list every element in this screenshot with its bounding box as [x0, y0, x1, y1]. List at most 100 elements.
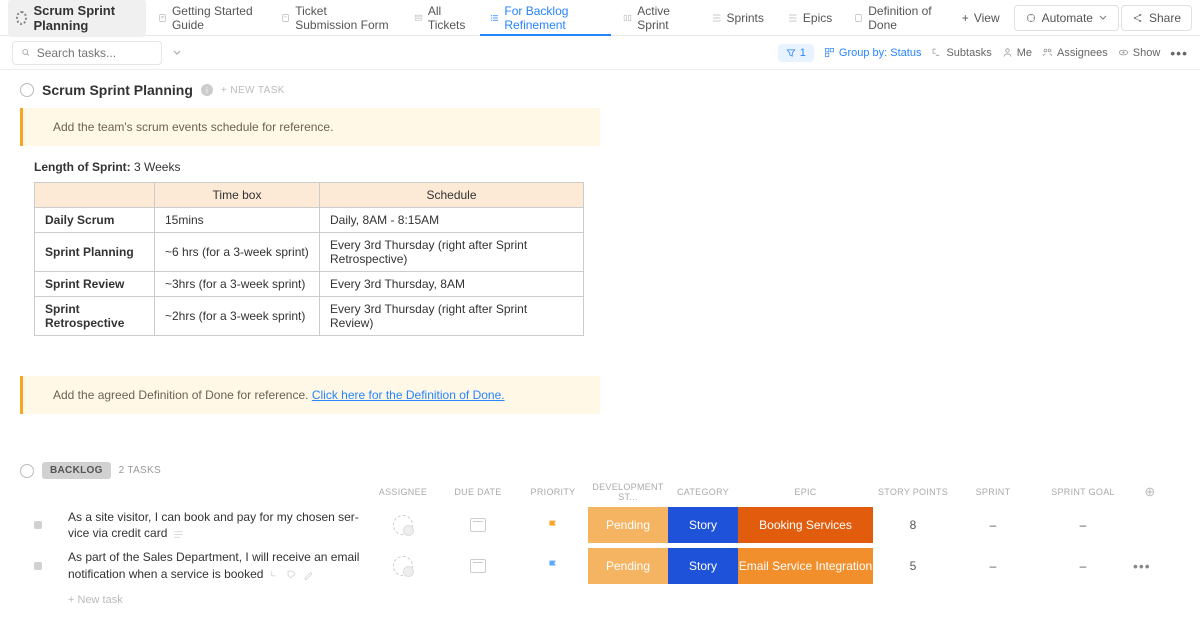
list-icon: [414, 12, 423, 24]
add-column-button[interactable]: ⊕: [1133, 484, 1167, 500]
new-task-button[interactable]: + NEW TASK: [221, 85, 285, 96]
flag-icon: [547, 519, 560, 532]
goal-cell[interactable]: –: [1033, 518, 1133, 532]
row-handle[interactable]: [34, 562, 68, 570]
status-circle-icon[interactable]: [20, 83, 34, 97]
filter-chip[interactable]: 1: [778, 44, 814, 62]
tab-backlog-refinement[interactable]: For Backlog Refinement: [480, 0, 611, 36]
col-priority: PRIORITY: [518, 487, 588, 497]
tab-ticket-form[interactable]: Ticket Submission Form: [271, 0, 402, 36]
tab-all-tickets[interactable]: All Tickets: [404, 0, 479, 36]
cell: Daily, 8AM - 8:15AM: [320, 208, 584, 233]
col-sprint: SPRINT: [953, 487, 1033, 497]
col-devstatus: DEVELOPMENT ST...: [588, 482, 668, 502]
assignees-button[interactable]: Assignees: [1042, 47, 1108, 59]
status-tag[interactable]: Pending: [588, 548, 668, 584]
dod-link[interactable]: Click here for the Definition of Done.: [312, 388, 505, 402]
tab-epics[interactable]: Epics: [776, 0, 842, 36]
task-title[interactable]: As a site visitor, I can book and pay fo…: [68, 505, 368, 545]
row-label: Sprint Review: [35, 272, 155, 297]
row-label: Sprint Planning: [35, 233, 155, 272]
task-title[interactable]: As part of the Sales Department, I will …: [68, 545, 368, 585]
chevron-down-icon[interactable]: [172, 48, 182, 58]
sprint-length-value: 3 Weeks: [134, 160, 180, 174]
page-title-row: Scrum Sprint Planning i + NEW TASK: [20, 82, 1180, 98]
row-handle[interactable]: [34, 521, 68, 529]
task-row[interactable]: As part of the Sales Department, I will …: [20, 545, 1180, 585]
note-dod-text: Add the agreed Definition of Done for re…: [53, 388, 312, 402]
share-icon: [1132, 12, 1144, 24]
col-goal: SPRINT GOAL: [1033, 487, 1133, 497]
duedate-cell[interactable]: [438, 518, 518, 532]
subtasks-icon: [931, 47, 942, 58]
assignees-label: Assignees: [1057, 47, 1108, 59]
task-inline-icons: [173, 529, 184, 540]
table-row: Daily Scrum 15mins Daily, 8AM - 8:15AM: [35, 208, 584, 233]
assignee-cell[interactable]: [368, 556, 438, 576]
priority-cell[interactable]: [518, 519, 588, 532]
page-title: Scrum Sprint Planning: [42, 82, 193, 98]
tab-dod[interactable]: Definition of Done: [844, 0, 950, 36]
task-row[interactable]: As a site visitor, I can book and pay fo…: [20, 505, 1180, 545]
points-cell[interactable]: 8: [873, 518, 953, 532]
duedate-cell[interactable]: [438, 559, 518, 573]
tab-label: Epics: [803, 11, 832, 25]
me-label: Me: [1017, 47, 1032, 59]
chevron-down-icon: [1098, 13, 1108, 23]
automate-label: Automate: [1042, 11, 1093, 25]
list-icon: [710, 12, 722, 24]
assignee-placeholder-icon: [393, 556, 413, 576]
automate-button[interactable]: Automate: [1014, 5, 1119, 31]
workspace-brand[interactable]: Scrum Sprint Planning: [8, 0, 146, 37]
sprint-cell[interactable]: –: [953, 559, 1033, 573]
subtasks-button[interactable]: Subtasks: [931, 47, 991, 59]
collapse-circle-icon[interactable]: [20, 464, 34, 478]
table-row: Sprint Planning ~6 hrs (for a 3-week spr…: [35, 233, 584, 272]
priority-cell[interactable]: [518, 559, 588, 572]
epic-tag[interactable]: Email Service Integration: [738, 548, 873, 584]
new-task-row[interactable]: + New task: [20, 586, 1180, 606]
more-icon[interactable]: •••: [1170, 45, 1188, 61]
epic-text: Email Service Integration: [739, 559, 872, 573]
col-points: STORY POINTS: [873, 487, 953, 497]
me-button[interactable]: Me: [1002, 47, 1032, 59]
share-button[interactable]: Share: [1121, 5, 1192, 31]
top-nav: Scrum Sprint Planning Getting Started Gu…: [0, 0, 1200, 36]
status-text: Pending: [606, 518, 650, 532]
status-tag[interactable]: Pending: [588, 507, 668, 543]
search-icon: [21, 47, 31, 58]
tag-icon[interactable]: [286, 569, 297, 580]
show-button[interactable]: Show: [1118, 47, 1161, 59]
list-check-icon: [490, 12, 499, 24]
tab-active-sprint[interactable]: Active Sprint: [613, 0, 697, 36]
edit-icon[interactable]: [303, 569, 314, 580]
subtasks-label: Subtasks: [946, 47, 991, 59]
group-by-button[interactable]: Group by: Status: [824, 47, 922, 59]
tab-sprints[interactable]: Sprints: [700, 0, 774, 36]
col-blank: [35, 183, 155, 208]
subtask-icon[interactable]: [269, 569, 280, 580]
board-icon: [623, 12, 632, 24]
col-duedate: DUE DATE: [438, 487, 518, 497]
search-box[interactable]: [12, 41, 162, 65]
sprint-cell[interactable]: –: [953, 518, 1033, 532]
category-tag[interactable]: Story: [668, 548, 738, 584]
calendar-icon: [470, 559, 486, 573]
category-text: Story: [689, 518, 717, 532]
col-epic: EPIC: [738, 487, 873, 497]
assignee-cell[interactable]: [368, 515, 438, 535]
sprint-length-label: Length of Sprint:: [34, 160, 131, 174]
points-cell[interactable]: 5: [873, 559, 953, 573]
backlog-section-head: BACKLOG 2 TASKS: [20, 462, 1180, 479]
goal-cell[interactable]: –: [1033, 559, 1133, 573]
category-tag[interactable]: Story: [668, 507, 738, 543]
note-dod: Add the agreed Definition of Done for re…: [20, 376, 600, 414]
search-input[interactable]: [37, 46, 153, 60]
info-icon[interactable]: i: [201, 84, 213, 96]
row-more-button[interactable]: •••: [1133, 558, 1167, 574]
backlog-badge[interactable]: BACKLOG: [42, 462, 111, 479]
tab-getting-started[interactable]: Getting Started Guide: [148, 0, 269, 36]
epic-tag[interactable]: Booking Services: [738, 507, 873, 543]
add-view-button[interactable]: + View: [952, 5, 1010, 31]
people-icon: [1042, 47, 1053, 58]
